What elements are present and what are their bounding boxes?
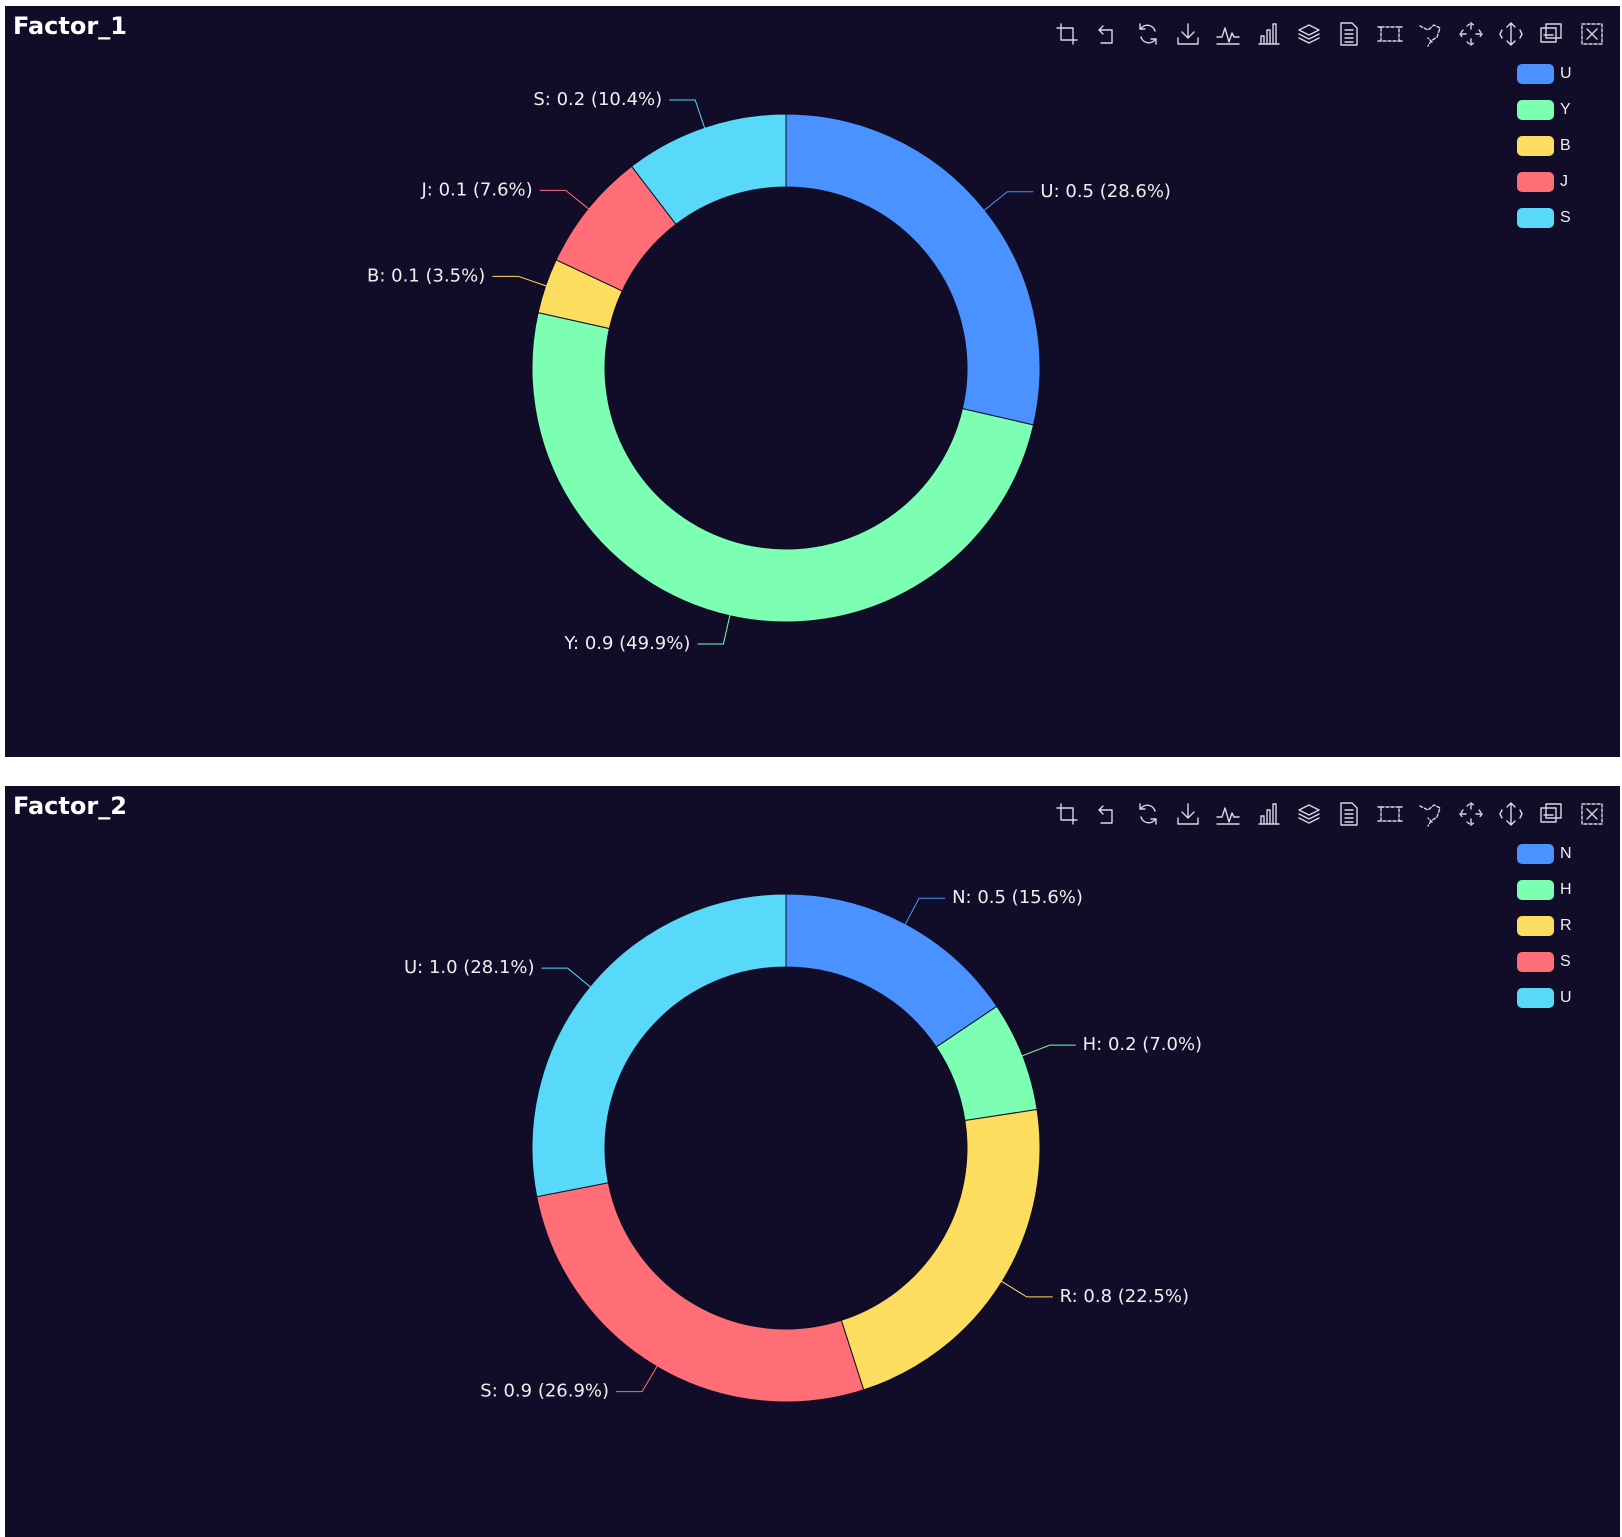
bar-chart-icon[interactable] <box>1248 18 1288 50</box>
leader-line <box>669 99 706 130</box>
slice-label: Y: 0.9 (49.9%) <box>563 633 690 654</box>
leader-line <box>1020 1044 1076 1057</box>
bar-chart-icon[interactable] <box>1248 798 1288 830</box>
refresh-icon[interactable] <box>1127 798 1167 830</box>
chart-title: Factor_2 <box>13 792 127 820</box>
legend-item-h[interactable]: H <box>1517 872 1572 908</box>
refresh-icon[interactable] <box>1127 18 1167 50</box>
slice-s[interactable] <box>536 1182 865 1403</box>
crop-icon[interactable] <box>1047 18 1087 50</box>
legend-swatch <box>1517 136 1554 156</box>
legend-item-s[interactable]: S <box>1517 200 1572 236</box>
legend-item-b[interactable]: B <box>1517 128 1572 164</box>
legend-label: J <box>1560 173 1568 190</box>
legend-swatch <box>1517 916 1554 936</box>
chart-legend: N H R S U <box>1517 836 1572 1016</box>
slice-label: N: 0.5 (15.6%) <box>952 887 1083 908</box>
slice-label: H: 0.2 (7.0%) <box>1083 1034 1202 1055</box>
zoom-icon[interactable] <box>1531 18 1571 50</box>
chart-panel-factor-1: Factor_1 U Y B J S U: 0.5 (28.6%) Y: 0.9 (49.… <box>5 6 1620 757</box>
legend-label: R <box>1560 917 1572 934</box>
legend-item-r[interactable]: R <box>1517 908 1572 944</box>
zoom-reset-icon[interactable] <box>1572 798 1612 830</box>
slice-label: S: 0.9 (26.9%) <box>480 1381 609 1402</box>
legend-item-s[interactable]: S <box>1517 944 1572 980</box>
legend-item-j[interactable]: J <box>1517 164 1572 200</box>
legend-label: S <box>1560 953 1571 970</box>
stack-icon[interactable] <box>1289 798 1329 830</box>
download-icon[interactable] <box>1168 18 1208 50</box>
legend-swatch <box>1517 952 1554 972</box>
undo-icon[interactable] <box>1087 798 1127 830</box>
legend-label: U <box>1560 65 1572 82</box>
leader-line <box>1000 1280 1053 1298</box>
donut-chart: U: 0.5 (28.6%) Y: 0.9 (49.9%) B: 0.1 (3.5%… <box>367 89 1171 654</box>
chart-toolbox <box>1047 798 1612 830</box>
slice-label: B: 0.1 (3.5%) <box>367 265 485 286</box>
clear-select-icon[interactable] <box>1491 798 1531 830</box>
leader-line <box>982 191 1034 212</box>
stack-icon[interactable] <box>1289 18 1329 50</box>
chart-panel-factor-2: Factor_2 N H R S U N: 0.5 (15.6%) H: 0.2 (7.0… <box>5 786 1620 1537</box>
legend-item-u[interactable]: U <box>1517 56 1572 92</box>
legend-swatch <box>1517 64 1554 84</box>
download-icon[interactable] <box>1168 798 1208 830</box>
slice-label: R: 0.8 (22.5%) <box>1060 1286 1189 1307</box>
undo-icon[interactable] <box>1087 18 1127 50</box>
legend-swatch <box>1517 100 1554 120</box>
data-view-icon[interactable] <box>1329 798 1369 830</box>
keep-select-icon[interactable] <box>1450 798 1490 830</box>
legend-label: B <box>1560 137 1571 154</box>
slice-label: J: 0.1 (7.6%) <box>420 179 532 200</box>
chart-title: Factor_1 <box>13 12 127 40</box>
legend-label: H <box>1560 881 1572 898</box>
lasso-select-icon[interactable] <box>1410 18 1450 50</box>
legend-item-u[interactable]: U <box>1517 980 1572 1016</box>
clear-select-icon[interactable] <box>1491 18 1531 50</box>
rect-select-icon[interactable] <box>1370 798 1410 830</box>
chart-legend: U Y B J S <box>1517 56 1572 236</box>
leader-line <box>904 897 946 926</box>
leader-line <box>697 613 731 645</box>
legend-swatch <box>1517 988 1554 1008</box>
legend-swatch <box>1517 208 1554 228</box>
slice-r[interactable] <box>840 1108 1041 1391</box>
legend-swatch <box>1517 844 1554 864</box>
legend-item-n[interactable]: N <box>1517 836 1572 872</box>
lasso-select-icon[interactable] <box>1410 798 1450 830</box>
donut-chart: N: 0.5 (15.6%) H: 0.2 (7.0%) R: 0.8 (22.5%… <box>404 887 1202 1403</box>
slice-u[interactable] <box>531 893 787 1198</box>
line-chart-icon[interactable] <box>1208 18 1248 50</box>
crop-icon[interactable] <box>1047 798 1087 830</box>
slice-label: S: 0.2 (10.4%) <box>533 89 662 110</box>
zoom-reset-icon[interactable] <box>1572 18 1612 50</box>
slice-n[interactable] <box>785 893 998 1048</box>
legend-swatch <box>1517 172 1554 192</box>
zoom-icon[interactable] <box>1531 798 1571 830</box>
legend-label: U <box>1560 989 1572 1006</box>
leader-line <box>492 275 548 287</box>
keep-select-icon[interactable] <box>1450 18 1490 50</box>
chart-toolbox <box>1047 18 1612 50</box>
slice-s[interactable] <box>630 113 787 225</box>
legend-swatch <box>1517 880 1554 900</box>
slice-label: U: 0.5 (28.6%) <box>1040 181 1171 202</box>
leader-line <box>541 967 592 989</box>
legend-label: S <box>1560 209 1571 226</box>
data-view-icon[interactable] <box>1329 18 1369 50</box>
legend-item-y[interactable]: Y <box>1517 92 1572 128</box>
line-chart-icon[interactable] <box>1208 798 1248 830</box>
slice-u[interactable] <box>785 113 1041 426</box>
slice-label: U: 1.0 (28.1%) <box>404 957 535 978</box>
slice-y[interactable] <box>531 311 1035 623</box>
legend-label: Y <box>1560 101 1571 118</box>
leader-line <box>539 189 591 211</box>
rect-select-icon[interactable] <box>1370 18 1410 50</box>
leader-line <box>616 1364 659 1393</box>
legend-label: N <box>1560 845 1572 862</box>
